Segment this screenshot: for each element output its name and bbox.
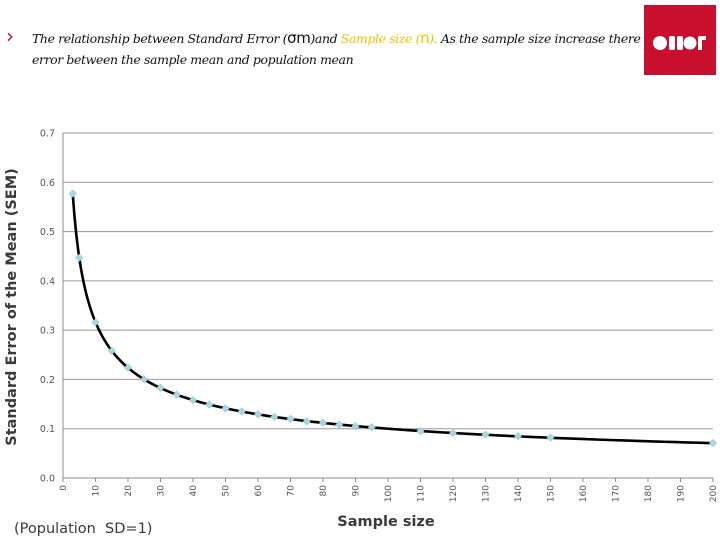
y-axis-label: Standard Error of the Mean (SEM) <box>4 168 20 446</box>
data-point <box>513 432 523 441</box>
data-point <box>335 420 344 429</box>
population-sd-note: (Population SD=1) <box>14 521 152 537</box>
data-point <box>91 318 100 327</box>
x-tick-label: 110 <box>417 485 427 502</box>
x-tick-label: 50 <box>222 485 232 497</box>
data-point <box>156 383 165 392</box>
data-point <box>302 417 311 426</box>
x-tick-label: 90 <box>352 485 362 497</box>
axes-layer <box>62 133 714 482</box>
data-point <box>221 404 230 413</box>
data-point <box>68 189 77 198</box>
x-axis-label: Sample size <box>337 514 435 530</box>
x-tick-label: 0 <box>59 485 69 491</box>
x-tick-label: 120 <box>449 485 459 502</box>
x-tick-label: 10 <box>92 485 102 497</box>
data-point <box>188 396 198 405</box>
data-point <box>367 423 376 432</box>
data-point <box>253 410 263 419</box>
data-point <box>286 414 295 423</box>
data-point <box>140 375 149 384</box>
data-point <box>448 429 458 438</box>
x-tick-label: 60 <box>254 485 264 497</box>
heading-text-part1: The relationship between Standard Error … <box>32 31 288 46</box>
data-point <box>481 430 490 439</box>
y-tick-label: 0.6 <box>40 178 55 189</box>
data-points <box>68 189 718 448</box>
x-tick-label: 190 <box>677 485 687 502</box>
data-point <box>270 412 279 421</box>
grid-layer <box>63 132 713 430</box>
y-tick-label: 0.5 <box>40 227 55 238</box>
x-tick-label: 170 <box>612 485 622 502</box>
data-point <box>75 253 84 262</box>
x-tick-label: 140 <box>514 485 524 502</box>
data-point <box>205 400 214 409</box>
data-point <box>416 427 425 436</box>
x-tick-labels: 0 10 20 30 40 50 60 70 80 90 100 110 120 130 140 150 160… <box>59 485 719 502</box>
slide-header: › The relationship between Standard Erro… <box>0 24 720 84</box>
x-tick-label: 70 <box>287 485 297 497</box>
x-tick-label: 160 <box>579 485 589 502</box>
data-point <box>123 363 133 372</box>
sigma-symbol: σm <box>287 29 311 47</box>
sample-size-close: ). <box>429 31 438 46</box>
data-point <box>708 438 718 448</box>
slide-heading: The relationship between Standard Error … <box>32 28 712 70</box>
y-tick-label: 0.1 <box>40 424 55 435</box>
sample-size-label: Sample size ( <box>340 31 421 46</box>
data-point <box>351 422 360 431</box>
y-tick-label: 0.0 <box>40 474 55 485</box>
y-tick-labels: 0.0 0.1 0.2 0.3 0.4 0.5 0.6 0.7 <box>40 129 55 485</box>
x-tick-label: 130 <box>482 485 492 502</box>
heading-text-part2: )and <box>310 31 341 46</box>
heading-text-part3: As the sample size increase there will b… <box>32 31 710 67</box>
data-point <box>237 407 246 416</box>
data-point <box>107 346 116 355</box>
y-tick-label: 0.3 <box>40 326 55 337</box>
x-tick-label: 180 <box>644 485 654 502</box>
logo-icon <box>653 36 706 50</box>
x-tick-label: 80 <box>319 485 329 497</box>
data-point <box>172 390 181 399</box>
y-tick-label: 0.4 <box>40 276 55 287</box>
bullet-chevron-icon: › <box>6 24 14 48</box>
data-point <box>318 418 328 427</box>
sem-chart: 0.0 0.1 0.2 0.3 0.4 0.5 0.6 0.7 0 10 20 30 40 50 60 70… <box>4 129 719 538</box>
x-tick-label: 20 <box>124 485 134 497</box>
x-tick-label: 150 <box>547 485 557 502</box>
x-tick-label: 200 <box>709 485 719 502</box>
y-tick-label: 0.2 <box>40 375 55 386</box>
x-tick-label: 40 <box>189 485 199 497</box>
y-tick-label: 0.7 <box>40 129 55 140</box>
x-tick-label: 100 <box>384 485 394 502</box>
n-symbol: n <box>420 29 430 47</box>
x-tick-label: 30 <box>157 485 167 497</box>
data-point <box>546 433 555 442</box>
sem-curve <box>71 192 715 445</box>
